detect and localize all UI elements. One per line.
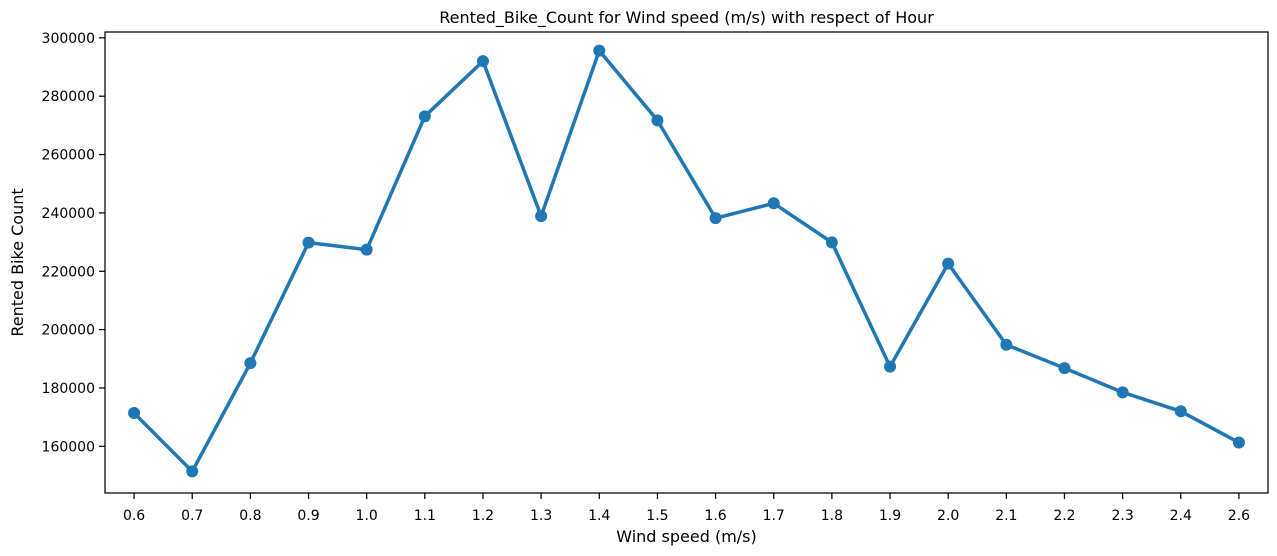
x-tick-label: 2.0: [937, 508, 959, 524]
y-tick-label: 260000: [42, 148, 95, 164]
data-point: [651, 114, 664, 127]
x-tick-label: 2.4: [1170, 508, 1192, 524]
data-point: [244, 357, 257, 370]
data-point: [593, 44, 606, 57]
y-axis-ticks: 160000 180000 200000 220000 240000 260000 2800…: [42, 31, 105, 455]
y-tick-label: 180000: [42, 381, 95, 397]
data-point: [360, 243, 373, 256]
data-point: [128, 407, 141, 420]
y-tick-label: 240000: [42, 206, 95, 222]
data-point: [825, 236, 838, 249]
x-tick-label: 1.8: [821, 508, 843, 524]
data-point: [535, 210, 548, 223]
x-tick-label: 0.8: [239, 508, 261, 524]
x-axis-label: Wind speed (m/s): [616, 527, 757, 546]
x-tick-label: 1.4: [588, 508, 610, 524]
y-axis-label: Rented Bike Count: [8, 188, 27, 336]
data-point: [1116, 386, 1129, 399]
series-line: [132, 48, 1241, 474]
x-tick-label: 1.7: [763, 508, 785, 524]
x-tick-label: 1.1: [414, 508, 436, 524]
chart-title: Rented_Bike_Count for Wind speed (m/s) w…: [439, 8, 934, 28]
x-tick-label: 2.1: [995, 508, 1017, 524]
data-point: [884, 360, 897, 373]
x-tick-label: 0.6: [123, 508, 145, 524]
data-point: [418, 110, 431, 123]
plot-frame: [104, 31, 1269, 494]
data-point: [1058, 362, 1071, 375]
x-tick-label: 1.6: [704, 508, 726, 524]
data-point: [1232, 436, 1245, 449]
y-tick-label: 220000: [42, 264, 95, 280]
x-tick-label: 1.5: [646, 508, 668, 524]
x-tick-label: 0.7: [181, 508, 203, 524]
y-tick-label: 280000: [42, 89, 95, 105]
data-point: [1000, 338, 1013, 351]
y-tick-label: 300000: [42, 31, 95, 47]
y-tick-label: 200000: [42, 323, 95, 339]
x-tick-label: 1.3: [530, 508, 552, 524]
data-point: [476, 55, 489, 68]
y-tick-label: 160000: [42, 439, 95, 455]
x-axis-ticks: 0.6 0.7 0.8 0.9 1.0 1.1 1.2 1.3 1.4 1.5 1.6 1.7 1.8 1…: [123, 493, 1250, 524]
x-tick-label: 1.9: [879, 508, 901, 524]
x-tick-label: 0.9: [297, 508, 319, 524]
x-tick-label: 2.6: [1228, 508, 1250, 524]
data-point: [302, 236, 315, 249]
x-tick-label: 1.2: [472, 508, 494, 524]
data-point: [767, 197, 780, 210]
data-point: [186, 465, 199, 478]
x-tick-label: 2.2: [1053, 508, 1075, 524]
plot-area: [128, 44, 1245, 478]
x-tick-label: 1.0: [356, 508, 378, 524]
data-point: [1174, 405, 1187, 418]
x-tick-label: 2.3: [1111, 508, 1133, 524]
data-point: [942, 257, 955, 270]
data-point: [709, 212, 722, 225]
